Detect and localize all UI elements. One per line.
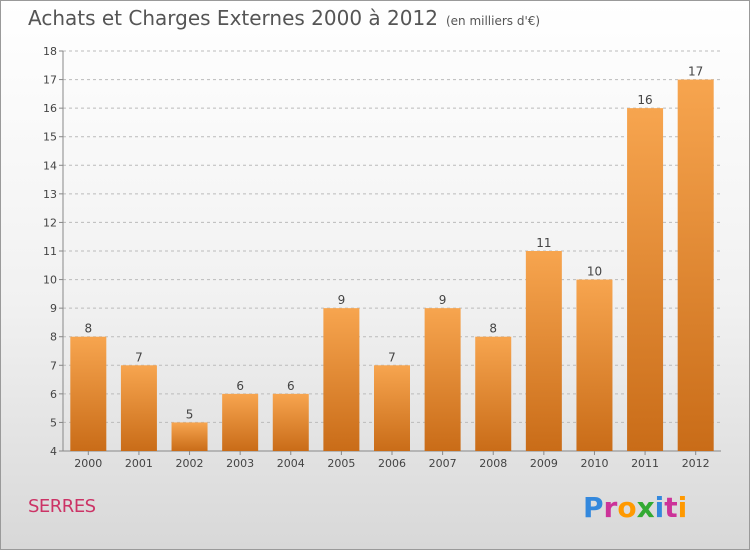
bar-2000	[70, 336, 107, 451]
bars	[70, 79, 714, 452]
y-tick-label: 12	[43, 216, 57, 229]
x-tick-label-2005: 2005	[327, 457, 355, 470]
y-tick-label: 10	[43, 274, 57, 287]
x-tick-label-2012: 2012	[682, 457, 710, 470]
proxiti-logo[interactable]: Proxiti	[583, 491, 687, 524]
bar-2009	[525, 251, 562, 451]
data-label-2005: 9	[338, 293, 346, 307]
bar-2012	[677, 79, 714, 452]
y-tick-label: 17	[43, 74, 57, 87]
data-label-2009: 11	[536, 236, 551, 250]
x-tick-label-2006: 2006	[378, 457, 406, 470]
y-tick-label: 8	[50, 331, 57, 344]
labels: 8 7 5 6 6 9 7 9 8 11 10 16 17	[84, 65, 703, 422]
y-tick-label: 11	[43, 245, 57, 258]
y-tick-label: 14	[43, 159, 57, 172]
data-label-2012: 17	[688, 65, 703, 79]
logo-letter: o	[617, 491, 637, 524]
data-label-2000: 8	[84, 322, 92, 336]
bar-2002	[171, 422, 208, 451]
logo-letter: x	[636, 491, 655, 524]
x-tick-label-2011: 2011	[631, 457, 659, 470]
data-label-2007: 9	[439, 293, 447, 307]
data-label-2011: 16	[637, 93, 652, 107]
y-tick-label: 7	[50, 359, 57, 372]
data-label-2006: 7	[388, 350, 396, 364]
chart-title-text: Achats et Charges Externes 2000 à 2012	[28, 6, 438, 30]
chart-subtitle: (en milliers d'€)	[445, 14, 541, 28]
logo-letter: t	[664, 491, 678, 524]
y-tick-label: 18	[43, 45, 57, 58]
city-name: SERRES	[28, 496, 96, 517]
logo-letter: i	[677, 491, 688, 524]
data-label-2003: 6	[236, 379, 244, 393]
data-label-2004: 6	[287, 379, 295, 393]
x-tick-label-2001: 2001	[125, 457, 153, 470]
bar-2006	[374, 365, 410, 451]
y-tick-label: 13	[43, 188, 57, 201]
x-tick-label-2003: 2003	[226, 457, 254, 470]
y-tick-label: 9	[50, 302, 57, 315]
bar-2003	[222, 393, 259, 451]
x-tick-label-2000: 2000	[74, 457, 102, 470]
x-tick-label-2004: 2004	[277, 457, 305, 470]
bar-2004	[272, 393, 309, 451]
logo-letter: r	[603, 491, 618, 524]
logo-letter: P	[583, 491, 604, 524]
data-label-2008: 8	[489, 322, 497, 336]
bar-2010	[576, 279, 613, 451]
x-tick-label-2008: 2008	[479, 457, 507, 470]
bar-2005	[323, 308, 360, 451]
x-tick-label-2010: 2010	[580, 457, 608, 470]
bar-2011	[627, 108, 664, 452]
data-label-2002: 5	[186, 407, 194, 421]
chart-title: Achats et Charges Externes 2000 à 2012 (e…	[28, 6, 540, 30]
x-tick-label-2007: 2007	[429, 457, 457, 470]
data-label-2001: 7	[135, 350, 143, 364]
bar-2008	[475, 336, 512, 451]
y-tick-label: 5	[50, 416, 57, 429]
bar-2007	[424, 308, 461, 451]
data-label-2010: 10	[587, 265, 602, 279]
y-tick-label: 15	[43, 131, 57, 144]
y-tick-label: 6	[50, 388, 57, 401]
x-tick-label-2002: 2002	[176, 457, 204, 470]
logo-letter: i	[654, 491, 665, 524]
x-tick-label-2009: 2009	[530, 457, 558, 470]
y-tick-label: 4	[50, 445, 57, 458]
y-tick-label: 16	[43, 102, 57, 115]
bar-2001	[120, 365, 157, 451]
